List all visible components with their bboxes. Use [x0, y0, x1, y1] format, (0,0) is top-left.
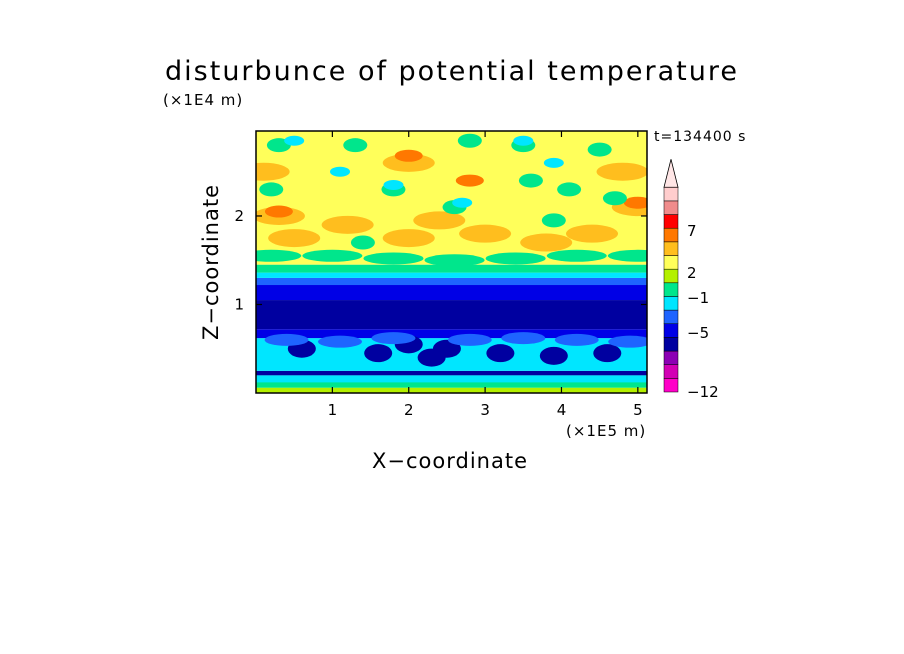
- cyan-cell-2: [452, 197, 473, 208]
- green-cell-9: [557, 182, 582, 197]
- band-light-blue: [256, 277, 647, 286]
- warm-cell-9: [256, 162, 290, 181]
- green-cell-10: [602, 191, 627, 206]
- colorbar-swatch-13: [663, 200, 679, 215]
- warm-cell-3: [382, 229, 435, 248]
- colorbar-swatch-3: [663, 337, 679, 352]
- green-cell-2: [457, 133, 482, 148]
- colorbar-swatch-11: [663, 227, 679, 243]
- warm-cell-10: [382, 153, 435, 172]
- warm-cell-5: [459, 224, 512, 243]
- colorbar-label-2: −1: [687, 289, 709, 307]
- band-blue-upper: [256, 285, 647, 301]
- green-cell-4: [587, 142, 612, 157]
- green-wave-1: [302, 249, 363, 262]
- x-unit-label: (×1E5 m): [566, 422, 647, 440]
- colorbar: 7 2 −1 −5 −12: [663, 159, 719, 401]
- colorbar-label-3: −5: [687, 324, 709, 342]
- band-lower-navy: [256, 370, 647, 376]
- cyan-cell-5: [543, 157, 564, 168]
- x-tick-label-1: 2: [404, 401, 414, 419]
- x-tick-label-2: 3: [480, 401, 490, 419]
- colorbar-swatch-14: [663, 187, 679, 202]
- colorbar-swatch-8: [663, 268, 679, 284]
- cyan-cell-3: [513, 135, 534, 146]
- colorbar-swatch-0: [663, 378, 679, 393]
- y-tick-label-1: 2: [234, 207, 244, 225]
- green-cell-5: [259, 182, 284, 197]
- plot-frame: [255, 130, 648, 394]
- colorbar-swatch-7: [663, 282, 679, 297]
- x-tick-label-0: 1: [328, 401, 338, 419]
- chart-title: disturbunce of potential temperature: [165, 56, 739, 87]
- x-tick-label-4: 5: [633, 401, 643, 419]
- blue-cell-3: [447, 333, 492, 346]
- x-axis-label: X−coordinate: [372, 449, 528, 473]
- green-wave-6: [607, 249, 647, 262]
- hot-cell-1: [394, 149, 423, 162]
- warm-cell-4: [413, 211, 466, 230]
- band-lower-cyan: [256, 375, 647, 383]
- warm-cell-6: [520, 233, 573, 252]
- cold-cell-4: [539, 346, 568, 365]
- green-wave-4: [485, 252, 546, 265]
- y-tick-label-0: 1: [234, 295, 244, 313]
- band-surface: [256, 387, 647, 393]
- cold-cell-0: [364, 344, 393, 363]
- band-cyan: [256, 272, 647, 278]
- cyan-cell-0: [284, 135, 305, 146]
- colorbar-label-1: 2: [687, 264, 697, 282]
- blue-cell-2: [371, 332, 416, 345]
- band-navy: [256, 300, 647, 330]
- blue-cell-5: [554, 333, 599, 346]
- warm-cell-1: [268, 229, 321, 248]
- green-cell-12: [541, 213, 566, 228]
- colorbar-swatch-4: [663, 323, 679, 338]
- hot-cell-3: [623, 196, 647, 209]
- band-blue-lower: [256, 329, 647, 339]
- colorbar-label-4: −12: [687, 383, 719, 401]
- green-wave-3: [424, 254, 485, 267]
- blue-cell-6: [608, 335, 647, 348]
- colorbar-swatch-10: [663, 241, 679, 256]
- hot-cell-2: [455, 174, 484, 187]
- time-label: t=134400 s: [654, 129, 747, 145]
- cold-cell-2: [432, 339, 461, 358]
- band-upper-yellow: [256, 131, 647, 265]
- cyan-cell-1: [383, 179, 404, 190]
- colorbar-swatch-5: [663, 309, 679, 325]
- warm-cell-2: [321, 215, 374, 234]
- colorbar-extend-arrow: [663, 159, 679, 188]
- contour-field: [256, 131, 647, 393]
- blue-cell-1: [318, 335, 363, 348]
- x-tick-label-3: 4: [557, 401, 567, 419]
- band-green: [256, 264, 647, 273]
- x-axis: 1 2 3 4 5: [328, 131, 643, 419]
- green-cell-1: [343, 138, 368, 153]
- y-unit-label: (×1E4 m): [163, 91, 244, 109]
- hot-cell-0: [264, 205, 293, 218]
- colorbar-swatch-9: [663, 255, 679, 270]
- blue-cell-0: [264, 333, 309, 346]
- cold-cell-3: [486, 344, 515, 363]
- colorbar-swatch-12: [663, 214, 679, 229]
- green-wave-5: [546, 249, 607, 262]
- colorbar-label-0: 7: [687, 222, 697, 240]
- warm-cell-11: [596, 162, 647, 181]
- blue-cell-4: [501, 332, 546, 345]
- green-cell-11: [350, 235, 375, 250]
- y-axis: 12: [234, 207, 647, 313]
- warm-cell-7: [566, 224, 619, 243]
- colorbar-swatch-6: [663, 296, 679, 311]
- colorbar-swatch-1: [663, 364, 679, 379]
- cold-cell-5: [593, 344, 622, 363]
- cyan-cell-4: [330, 166, 351, 177]
- colorbar-swatch-2: [663, 350, 679, 365]
- green-wave-2: [363, 252, 424, 265]
- green-wave-0: [256, 249, 302, 262]
- green-cell-8: [518, 173, 543, 188]
